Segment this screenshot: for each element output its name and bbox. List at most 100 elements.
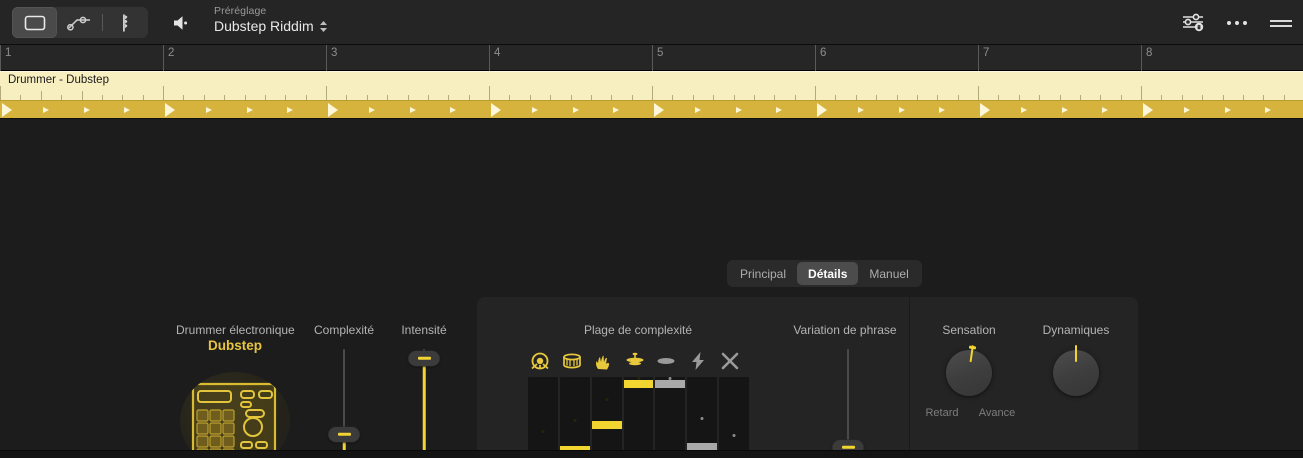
phrase-variation-slider[interactable] (829, 349, 867, 458)
editor-tab-bar: Principal Détails Manuel (727, 260, 922, 287)
region-beat-marker (1143, 103, 1153, 117)
range-bottom-handle[interactable] (623, 383, 654, 388)
preset-value-row[interactable]: Dubstep Riddim (214, 18, 328, 34)
region-tick (753, 95, 755, 100)
region-tick (692, 95, 694, 100)
region-tick (998, 95, 1000, 100)
intensity-slider-handle[interactable] (408, 350, 440, 366)
region-beat-marker (898, 107, 905, 113)
feel-knob-body (946, 350, 992, 396)
region-tick (1161, 95, 1163, 100)
range-bottom-handle[interactable] (591, 425, 622, 430)
region-tick (631, 95, 633, 100)
region-tick (1283, 95, 1285, 100)
region-tick (611, 95, 613, 100)
instrument-icons-row (528, 350, 748, 372)
drummer-region[interactable]: Drummer - Dubstep (0, 71, 1303, 118)
region-tick (346, 95, 348, 100)
ruler-bar-1: 1 (0, 45, 163, 71)
range-top-handle[interactable] (623, 379, 654, 384)
smart-controls-lock-button[interactable] (1171, 0, 1215, 45)
intensity-slider[interactable] (405, 349, 443, 458)
range-top-handle[interactable] (559, 446, 590, 451)
preset-label: Préréglage (214, 5, 267, 17)
region-beat-markers (0, 100, 1303, 118)
region-tick (896, 95, 898, 100)
percussion-bolt-icon[interactable] (686, 350, 710, 372)
range-column[interactable] (687, 377, 718, 458)
drummer-avatar[interactable] (180, 372, 290, 458)
region-tick (489, 86, 490, 100)
feel-knob[interactable] (941, 345, 997, 401)
ruler-bar-4: 4 (489, 45, 652, 71)
region-tick (1039, 95, 1041, 100)
range-center-dot (700, 417, 704, 421)
region-beat-marker (2, 103, 12, 117)
region-tick (733, 95, 735, 100)
score-view-button[interactable] (103, 7, 148, 38)
complexity-range-bank[interactable] (528, 376, 750, 458)
range-bottom-handle[interactable] (687, 447, 718, 452)
dynamics-knob[interactable] (1048, 345, 1104, 401)
region-tick (916, 95, 918, 100)
list-view-button[interactable] (1259, 0, 1303, 45)
range-top-handle[interactable] (591, 421, 622, 426)
range-column[interactable] (655, 376, 686, 458)
region-beat-marker (817, 103, 827, 117)
region-tick (876, 95, 878, 100)
range-center-dot (573, 418, 577, 422)
region-tick (1263, 95, 1265, 100)
range-column[interactable] (623, 376, 654, 458)
region-tick (305, 95, 307, 100)
more-options-button[interactable] (1215, 0, 1259, 45)
range-top-handle[interactable] (687, 443, 718, 448)
region-beat-marker (939, 107, 946, 113)
region-tick (529, 95, 531, 100)
drummer-speaker-button[interactable] (172, 13, 196, 33)
region-tick (0, 86, 1, 100)
hihat-cymbal-icon[interactable] (623, 350, 647, 372)
preset-value-text: Dubstep Riddim (214, 18, 314, 34)
complexity-slider-fill (342, 434, 346, 458)
region-view-button[interactable] (12, 7, 57, 38)
automation-curve-icon (66, 16, 90, 31)
region-tick (224, 95, 226, 100)
region-tick (815, 86, 816, 100)
range-column[interactable] (591, 377, 622, 458)
region-tick (81, 91, 83, 100)
complexity-slider-handle[interactable] (328, 426, 360, 442)
range-center-dot (605, 397, 609, 401)
equal-lines-icon (1270, 19, 1292, 27)
tab-manuel[interactable]: Manuel (869, 266, 909, 281)
region-beat-marker (531, 107, 538, 113)
phrase-variation-label: Variation de phrase (793, 323, 897, 337)
region-beat-marker (246, 107, 253, 113)
snare-drum-icon[interactable] (560, 350, 584, 372)
dynamics-knob-label: Dynamiques (1042, 323, 1110, 337)
range-column[interactable] (719, 377, 750, 458)
region-beat-marker (409, 107, 416, 113)
shaker-icon[interactable] (654, 350, 678, 372)
preset-chooser[interactable]: Préréglage Dubstep Riddim (214, 5, 328, 34)
region-tick (101, 95, 103, 100)
kick-drum-icon[interactable] (528, 350, 552, 372)
tab-principal[interactable]: Principal (740, 266, 787, 281)
region-beat-marker (83, 107, 90, 113)
tab-details[interactable]: Détails (797, 262, 859, 285)
automation-view-button[interactable] (57, 7, 102, 38)
feel-min-label: Retard (925, 407, 959, 419)
sticks-cross-icon[interactable] (718, 350, 742, 372)
region-beat-marker (287, 107, 294, 113)
region-tick (978, 86, 979, 100)
region-tick (468, 95, 470, 100)
complexity-slider[interactable] (325, 349, 363, 458)
clap-hands-icon[interactable] (591, 350, 615, 372)
ruler-bar-3: 3 (326, 45, 489, 71)
range-top-handle[interactable] (655, 379, 686, 384)
range-bottom-handle[interactable] (655, 383, 686, 388)
range-column[interactable] (528, 377, 558, 458)
complexity-range-title: Plage de complexité (583, 323, 693, 337)
range-column[interactable] (559, 377, 590, 458)
